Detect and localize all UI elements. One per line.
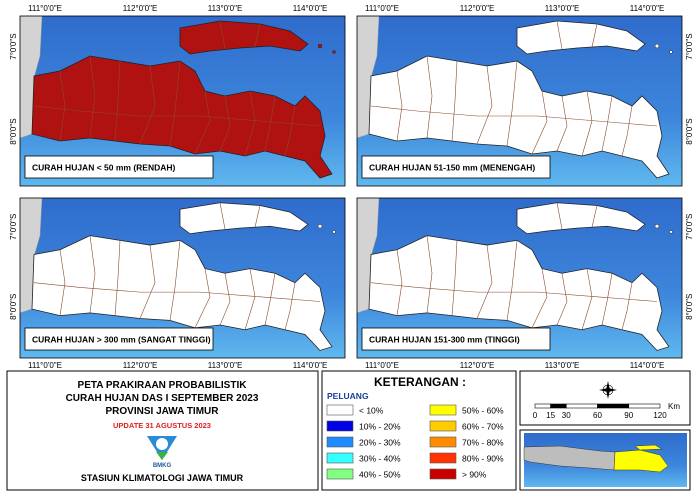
- logo-text: BMKG: [153, 463, 172, 469]
- longitude-label: 113°0'0"E: [545, 4, 580, 13]
- panel-frame: [356, 15, 683, 187]
- legend-label: 60% - 70%: [462, 422, 504, 432]
- scale-tick-label: 30: [562, 411, 571, 420]
- latitude-label: 7°0'0"S: [9, 33, 18, 59]
- legend-label: < 10%: [359, 406, 384, 416]
- latitude-label: 7°0'0"S: [685, 33, 694, 59]
- scale-box: [519, 370, 691, 426]
- inset-map: [523, 433, 687, 487]
- legend-title: KETERANGAN :: [374, 375, 466, 389]
- longitude-label: 114°0'0"E: [630, 4, 665, 13]
- legend-label: 10% - 20%: [359, 422, 401, 432]
- panel-label: CURAH HUJAN > 300 mm (SANGAT TINGGI): [32, 335, 211, 345]
- latitude-label: 7°0'0"S: [685, 214, 694, 240]
- legend-swatch: [429, 452, 457, 464]
- legend-swatch: [326, 420, 354, 432]
- panel-label-box: [361, 155, 551, 179]
- panel-frame: [356, 197, 683, 359]
- longitude-label: 112°0'0"E: [123, 4, 158, 13]
- longitude-label: 111°0'0"E: [365, 361, 399, 370]
- legend-label: 40% - 50%: [359, 470, 401, 480]
- legend-items: < 10% 10% - 20% 20% - 30% 30% - 40% 40% - 50…: [326, 404, 504, 480]
- title-box: [6, 370, 319, 491]
- legend-box: [321, 370, 517, 491]
- legend-swatch: [429, 420, 457, 432]
- panel-label-box: [24, 327, 214, 351]
- longitude-label: 112°0'0"E: [460, 4, 495, 13]
- longitude-label: 111°0'0"E: [365, 4, 399, 13]
- panel-label: CURAH HUJAN 51-150 mm (MENENGAH): [369, 163, 535, 173]
- panel-label-box: [24, 155, 214, 179]
- title-line: PROVINSI JAWA TIMUR: [106, 406, 220, 417]
- north-arrow: [599, 381, 617, 399]
- legend-label: 70% - 80%: [462, 438, 504, 448]
- longitude-label: 114°0'0"E: [293, 4, 328, 13]
- legend-label: 30% - 40%: [359, 454, 401, 464]
- legend-swatch: [326, 468, 354, 480]
- longitude-label: 111°0'0"E: [28, 4, 62, 13]
- longitude-label: 114°0'0"E: [293, 361, 328, 370]
- legend-swatch: [326, 436, 354, 448]
- panel-label: CURAH HUJAN 151-300 mm (TINGGI): [369, 335, 520, 345]
- scale-tick-label: 120: [653, 411, 667, 420]
- title-line: PETA PRAKIRAAN PROBABILISTIK: [78, 380, 248, 391]
- longitude-label: 114°0'0"E: [630, 361, 665, 370]
- legend-swatch: [429, 404, 457, 416]
- latitude-label: 8°0'0"S: [9, 118, 18, 144]
- legend-swatch: [429, 468, 457, 480]
- longitude-label: 113°0'0"E: [545, 361, 580, 370]
- latitude-label: 8°0'0"S: [9, 294, 18, 320]
- update-date: UPDATE 31 AGUSTUS 2023: [113, 421, 211, 430]
- legend-label: > 90%: [462, 470, 487, 480]
- legend-subtitle: PELUANG: [327, 391, 369, 401]
- scale-unit: Km: [668, 402, 680, 411]
- latitude-label: 8°0'0"S: [685, 118, 694, 144]
- legend-label: 50% - 60%: [462, 406, 504, 416]
- scale-segment: [565, 403, 598, 409]
- scale-segment: [628, 403, 661, 409]
- longitude-label: 113°0'0"E: [208, 361, 243, 370]
- longitude-label: 112°0'0"E: [123, 361, 158, 370]
- info-area: PETA PRAKIRAAN PROBABILISTIK CURAH HUJAN…: [6, 370, 691, 491]
- longitude-label: 111°0'0"E: [28, 361, 62, 370]
- latitude-label: 8°0'0"S: [685, 294, 694, 320]
- scale-segment: [550, 403, 567, 409]
- station-name: STASIUN KLIMATOLOGI JAWA TIMUR: [81, 473, 244, 483]
- panel-label-box: [361, 327, 551, 351]
- scale-tick-label: 15: [546, 411, 555, 420]
- scale-tick-label: 60: [593, 411, 602, 420]
- panel-frame: [19, 15, 346, 187]
- legend-label: 80% - 90%: [462, 454, 504, 464]
- scale-segment: [534, 403, 551, 409]
- longitude-label: 113°0'0"E: [208, 4, 243, 13]
- legend-label: 20% - 30%: [359, 438, 401, 448]
- scale-tick-label: 0: [533, 411, 538, 420]
- title-line: CURAH HUJAN DAS I SEPTEMBER 2023: [66, 393, 259, 404]
- map-panels: CURAH HUJAN < 50 mm (RENDAH) 111°0'0"E 112…: [9, 4, 694, 370]
- panel-label: CURAH HUJAN < 50 mm (RENDAH): [32, 163, 176, 173]
- latitude-label: 7°0'0"S: [9, 214, 18, 240]
- panel-frame: [19, 197, 346, 359]
- legend-swatch: [429, 436, 457, 448]
- legend-swatch: [326, 404, 354, 416]
- scale-segment: [597, 403, 630, 409]
- scale-tick-label: 90: [624, 411, 633, 420]
- legend-swatch: [326, 452, 354, 464]
- bmkg-logo: [147, 436, 177, 460]
- longitude-label: 112°0'0"E: [460, 361, 495, 370]
